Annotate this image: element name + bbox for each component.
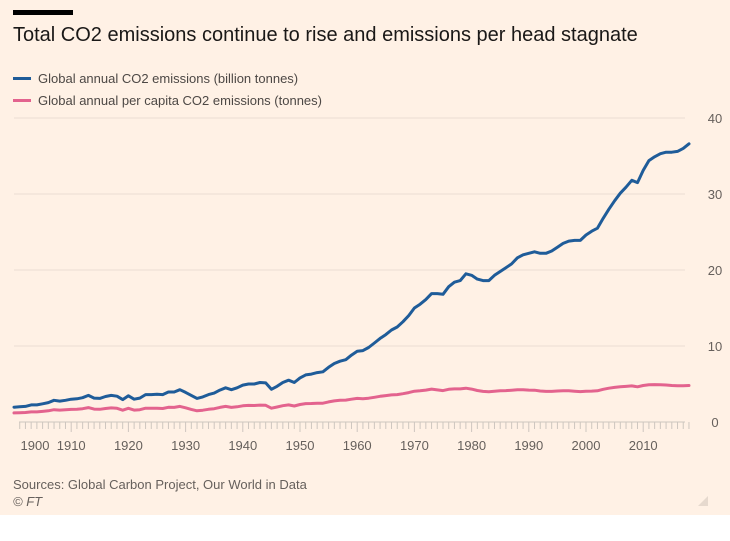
x-tick-label: 2000 bbox=[572, 438, 601, 453]
x-tick-label: 1970 bbox=[400, 438, 429, 453]
y-tick-label: 0 bbox=[711, 415, 718, 430]
legend-swatch-per-capita bbox=[13, 99, 31, 102]
x-tick-label: 1950 bbox=[286, 438, 315, 453]
line-chart: 0 10 20 30 40 1900 1910 1920 1930 1940 1950 1960 197… bbox=[12, 111, 722, 453]
y-tick-label: 10 bbox=[708, 339, 722, 354]
x-tick-label: 2010 bbox=[629, 438, 658, 453]
series-line-total-emissions bbox=[12, 142, 691, 409]
legend-label-per-capita: Global annual per capita CO2 emissions (… bbox=[38, 93, 322, 108]
chart-title: Total CO2 emissions continue to rise and… bbox=[13, 24, 638, 46]
source-note: Sources: Global Carbon Project, Our Worl… bbox=[13, 477, 307, 492]
x-tick-label: 1900 bbox=[21, 438, 50, 453]
legend-item-per-capita: Global annual per capita CO2 emissions (… bbox=[13, 93, 322, 108]
x-tick-label: 1910 bbox=[57, 438, 86, 453]
legend-label-total: Global annual CO2 emissions (billion ton… bbox=[38, 71, 299, 86]
ft-accent-bar bbox=[13, 10, 73, 15]
legend-item-total: Global annual CO2 emissions (billion ton… bbox=[13, 71, 298, 86]
chart-panel: Total CO2 emissions continue to rise and… bbox=[0, 0, 730, 515]
x-tick-label: 1960 bbox=[343, 438, 372, 453]
copyright: © FT bbox=[13, 494, 43, 509]
x-tick-label: 1990 bbox=[514, 438, 543, 453]
series-line-per-capita-emissions bbox=[12, 383, 691, 415]
x-tick-label: 1930 bbox=[171, 438, 200, 453]
x-tick-label: 1940 bbox=[228, 438, 257, 453]
y-tick-label: 40 bbox=[708, 111, 722, 126]
x-tick-label: 1980 bbox=[457, 438, 486, 453]
resize-handle-icon[interactable] bbox=[698, 496, 708, 506]
x-tick-label: 1920 bbox=[114, 438, 143, 453]
y-tick-label: 20 bbox=[708, 263, 722, 278]
y-tick-label: 30 bbox=[708, 187, 722, 202]
legend-swatch-total bbox=[13, 77, 31, 80]
